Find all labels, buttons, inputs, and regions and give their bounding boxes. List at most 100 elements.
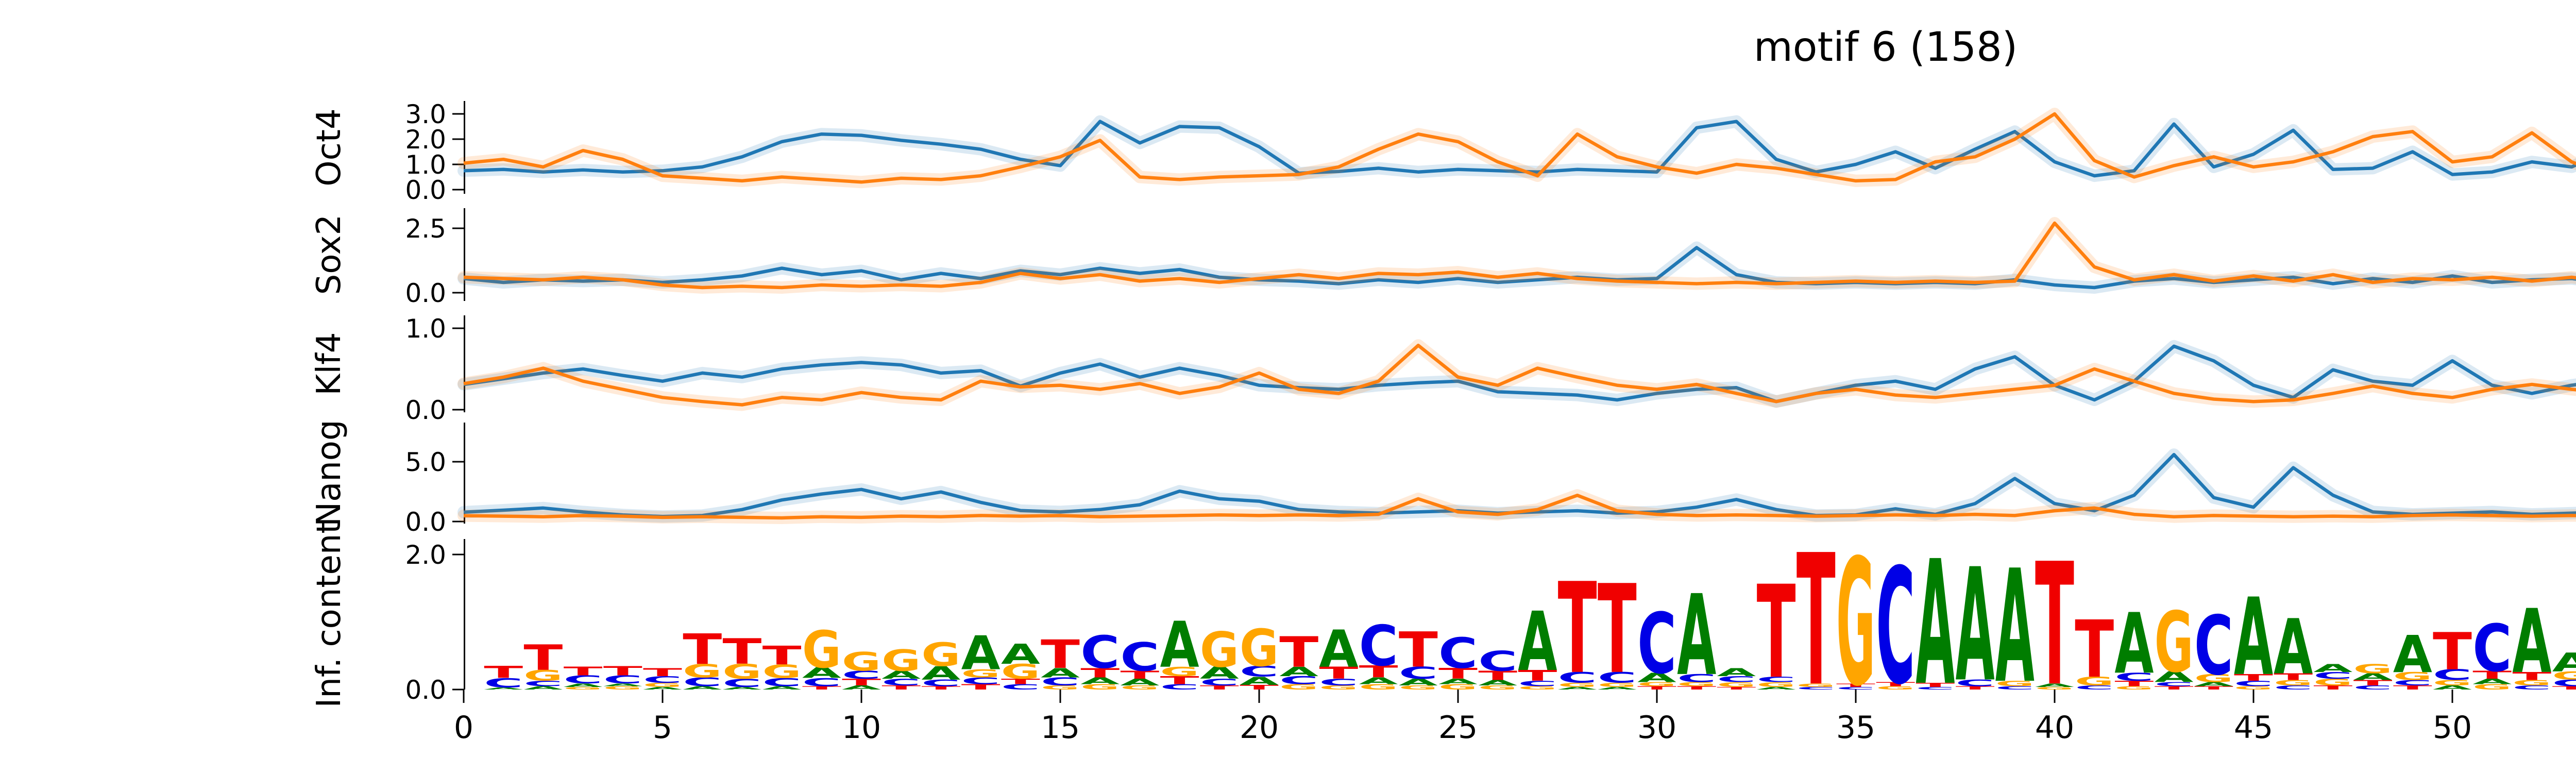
x-tick-label: 50 <box>2433 710 2472 746</box>
logo-letter-T: T <box>1200 684 1239 691</box>
logo-letter-G: G <box>882 644 921 678</box>
logo-letter-A: A <box>683 685 722 691</box>
logo-letter-C: C <box>1637 596 1676 693</box>
series-line-blue <box>463 344 2576 404</box>
panel-sox2: 0.0 2.5 <box>405 208 2576 308</box>
logo-letter-A: A <box>2472 677 2512 686</box>
y-tick-label: 0.0 <box>405 395 446 425</box>
logo-letter-C: C <box>2353 684 2393 691</box>
logo-letter-T: T <box>2472 668 2512 681</box>
logo-letter-T: T <box>2313 684 2352 691</box>
logo-letter-C: C <box>1438 630 1478 678</box>
x-tick-label: 40 <box>2035 710 2074 746</box>
logo-letter-T: T <box>564 664 603 678</box>
logo-letter-C: C <box>1916 686 1955 690</box>
logo-letter-A: A <box>1757 686 1796 690</box>
logo-letter-C: C <box>2552 678 2576 688</box>
logo-letter-A: A <box>564 683 603 688</box>
series-line-orange <box>463 112 2576 184</box>
ylabel-inf-content: Inf. content <box>310 520 348 708</box>
logo-letter-C: C <box>882 677 921 687</box>
logo-letter-A: A <box>802 664 841 681</box>
logo-letter-T: T <box>1757 558 1796 707</box>
y-tick-label: 1.0 <box>405 150 446 180</box>
y-tick-label: 2.5 <box>405 214 446 244</box>
logo-letter-T: T <box>961 683 1001 692</box>
logo-letter-G: G <box>1478 684 1517 691</box>
logo-letter-C: C <box>1160 683 1199 692</box>
logo-letter-C: C <box>1319 677 1358 687</box>
logo-letter-G: G <box>802 620 841 680</box>
logo-letter-T: T <box>1797 516 1836 726</box>
logo-letter-G: G <box>842 647 881 677</box>
x-axis: 0510152025303540455055606570 <box>454 690 2472 746</box>
logo-letter-T: T <box>1359 662 1398 681</box>
logo-letter-T: T <box>683 626 722 674</box>
logo-letter-A: A <box>1956 535 1995 716</box>
logo-letter-T: T <box>1438 665 1478 682</box>
logo-letter-A: A <box>1359 676 1399 686</box>
logo-letter-A: A <box>1041 665 1080 680</box>
x-tick-label: 20 <box>1240 710 1279 746</box>
logo-letter-T: T <box>643 666 682 679</box>
logo-letter-T: T <box>1041 632 1080 677</box>
logo-letter-C: C <box>1399 664 1438 683</box>
y-tick-label: 3.0 <box>405 99 446 129</box>
logo-letter-C: C <box>1836 686 1875 690</box>
logo-letter-T: T <box>1598 560 1637 701</box>
logo-letter-C: C <box>802 676 841 688</box>
logo-letter-G: G <box>762 661 802 682</box>
logo-letter-C: C <box>564 673 603 686</box>
logo-letter-A: A <box>1200 664 1239 683</box>
series-line-blue <box>463 452 2576 518</box>
logo-letter-G: G <box>2393 670 2432 683</box>
logo-letter-C: C <box>1518 679 1557 688</box>
logo-letter-T: T <box>1558 557 1597 702</box>
logo-letter-C: C <box>961 676 1001 686</box>
logo-letter-G: G <box>1359 683 1398 692</box>
logo-letter-T: T <box>921 685 960 691</box>
logo-letter-G: G <box>961 667 1001 680</box>
y-tick-label: 2.0 <box>405 540 446 570</box>
panel-oct4: 0.01.02.03.0 <box>405 99 2576 205</box>
logo-letter-A: A <box>1995 537 2035 718</box>
logo-letter-C: C <box>1717 675 1756 684</box>
logo-letter-T: T <box>1160 674 1199 686</box>
x-tick-label: 45 <box>2234 710 2273 746</box>
logo-letter-A: A <box>1438 677 1478 686</box>
logo-letter-A: A <box>2353 671 2393 682</box>
logo-letter-A: A <box>1279 664 1318 679</box>
logo-letter-C: C <box>2313 670 2352 681</box>
logo-letter-G: G <box>1797 683 1836 688</box>
logo-letter-T: T <box>802 685 841 691</box>
logo-letter-T: T <box>1240 683 1279 691</box>
logo-letter-G: G <box>2234 685 2273 691</box>
logo-letter-T: T <box>2194 685 2233 691</box>
figure-title: motif 6 (158) <box>1754 24 2018 71</box>
logo-letter-T: T <box>2155 685 2194 691</box>
logo-letter-G: G <box>643 682 682 688</box>
logo-letter-T: T <box>1001 677 1040 686</box>
ylabel-klf4: Klf4 <box>310 332 348 396</box>
logo-letter-A: A <box>484 687 523 690</box>
logo-letter-C: C <box>921 678 960 688</box>
logo-letter-T: T <box>2234 672 2274 683</box>
logo-letter-G: G <box>1001 660 1040 683</box>
logo-letter-G: G <box>2353 662 2393 677</box>
logo-letter-A: A <box>882 668 921 681</box>
logo-letter-G: G <box>1558 682 1597 688</box>
logo-letter-A: A <box>762 685 802 691</box>
logo-letter-A: A <box>1637 670 1676 685</box>
logo-letter-T: T <box>2552 685 2576 691</box>
logo-letter-A: A <box>1717 666 1756 679</box>
logo-letter-A: A <box>523 685 563 691</box>
logo-letter-G: G <box>722 660 761 683</box>
logo-letter-C: C <box>2274 684 2313 691</box>
logo-letter-G: G <box>1080 683 1120 692</box>
logo-letter-A: A <box>2313 662 2352 675</box>
logo-letter-C: C <box>842 668 881 681</box>
logo-letter-A: A <box>1399 677 1438 687</box>
logo-letter-C: C <box>1797 686 1836 690</box>
logo-letter-T: T <box>1677 685 1716 691</box>
logo-letter-A: A <box>603 683 642 687</box>
